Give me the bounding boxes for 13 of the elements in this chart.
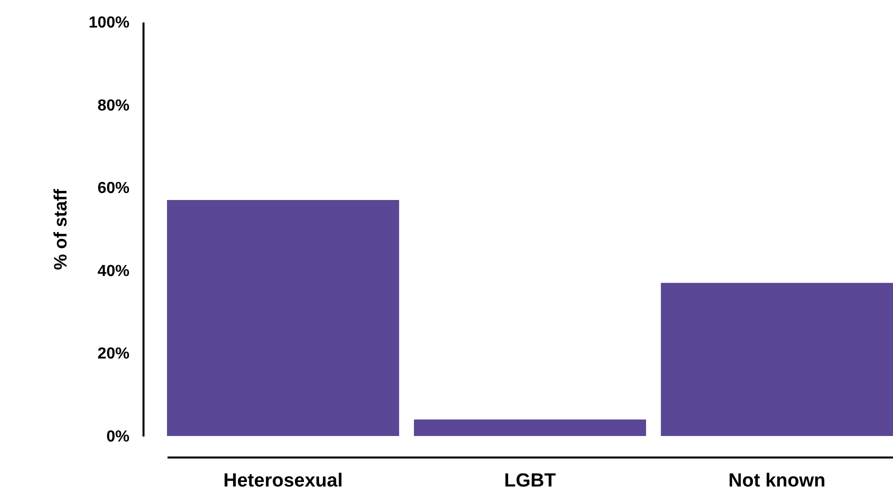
x-tick-label: LGBT [504,470,556,492]
bar [167,200,400,436]
y-tick-label: 0% [106,428,130,446]
bar [660,282,893,436]
y-tick-label: 60% [97,180,130,198]
y-axis-title: % of staff [50,188,71,270]
x-tick-label: Not known [728,470,826,492]
y-tick-label: 40% [97,262,130,280]
y-tick-label: 20% [97,346,130,363]
y-tick-label: 100% [88,14,130,32]
bar [414,419,646,436]
y-tick-label: 80% [97,97,130,114]
x-tick-label: Heterosexual [223,470,343,492]
